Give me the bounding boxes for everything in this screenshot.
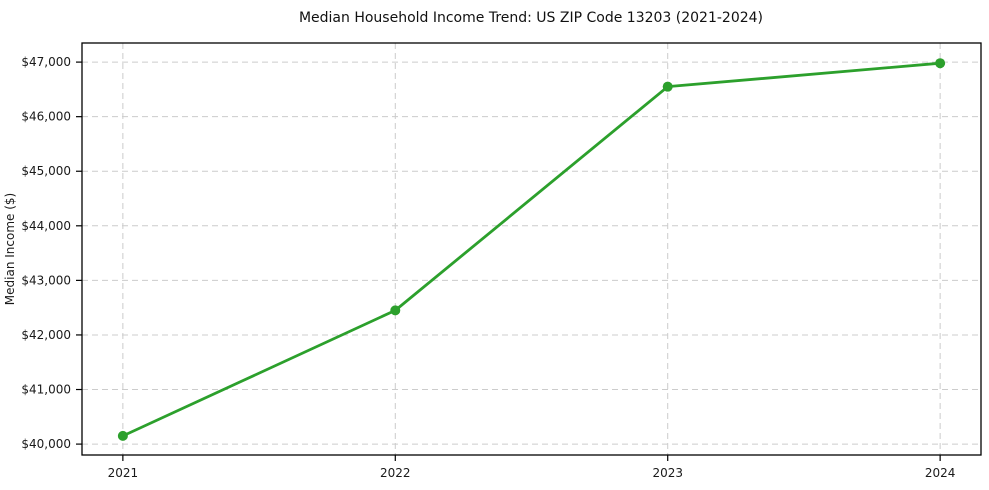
x-tick-label: 2021 [108, 466, 139, 480]
data-point-2024 [935, 58, 946, 69]
x-tick-label: 2023 [652, 466, 683, 480]
y-tick-label: $42,000 [21, 328, 71, 342]
plot-border [81, 42, 982, 456]
data-point-2021 [117, 430, 128, 441]
x-tick-label: 2024 [925, 466, 956, 480]
data-point-2022 [390, 305, 401, 316]
chart-generated-layer: $40,000 $41,000 $42,000 $43,000 $44,000 $45,0… [21, 42, 982, 480]
y-tick-label: $43,000 [21, 273, 71, 287]
y-tick-label: $45,000 [21, 164, 71, 178]
y-tick-label: $46,000 [21, 110, 71, 124]
data-point-2023 [662, 81, 673, 92]
income-trend-line [121, 61, 942, 438]
y-tick-label: $47,000 [21, 55, 71, 69]
y-tick-label: $40,000 [21, 437, 71, 451]
y-tick-label: $44,000 [21, 219, 71, 233]
y-axis-label: Median Income ($) [3, 193, 17, 305]
chart-title: Median Household Income Trend: US ZIP Co… [299, 10, 763, 26]
x-tick-label: 2022 [380, 466, 411, 480]
y-tick-label: $41,000 [21, 383, 71, 397]
